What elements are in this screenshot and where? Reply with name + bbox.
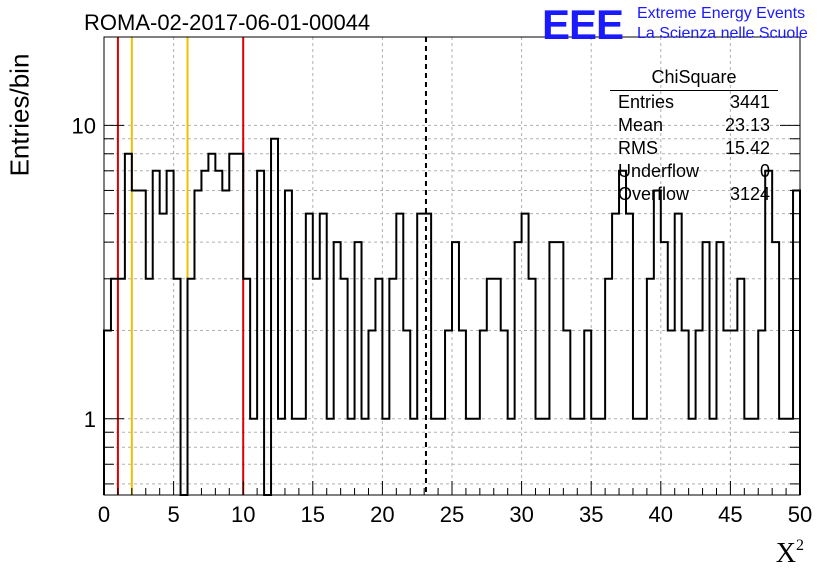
x-axis-label: X [775,538,796,569]
stat-label: Underflow [618,161,700,181]
y-axis-title: Entries/bin [4,53,35,177]
eee-logo-line1: Extreme Energy Events [637,5,806,22]
stat-value: 15.42 [724,138,770,158]
x-tick-label: 0 [98,502,110,527]
eee-logo-line2: La Scienza nelle Scuole [637,25,808,42]
x-axis-title: X2 [776,537,804,570]
stat-value: 23.13 [724,115,770,135]
stat-value: 3441 [729,92,770,112]
x-tick-label: 50 [788,502,812,527]
x-tick-label: 5 [167,502,179,527]
stat-label: Entries [618,92,675,112]
x-tick-label: 35 [579,502,603,527]
x-axis-label-superscript: 2 [796,537,804,554]
stats-row-entries: Entries 3441 [610,91,778,114]
x-tick-label: 15 [301,502,325,527]
x-tick-label: 40 [649,502,673,527]
eee-logo: EEE [542,1,624,48]
stats-row-overflow: Overflow 3124 [610,183,778,206]
stats-title: ChiSquare [610,66,778,91]
stat-label: Mean [618,115,664,135]
stats-row-underflow: Underflow 0 [610,160,778,183]
x-tick-label: 20 [370,502,394,527]
histogram-series [103,137,801,496]
stats-box: ChiSquare Entries 3441 Mean 23.13 RMS 15… [610,66,778,206]
y-tick-label: 1 [84,407,96,432]
x-tick-label: 10 [231,502,255,527]
stats-row-mean: Mean 23.13 [610,114,778,137]
x-tick-label: 30 [509,502,533,527]
stat-value: 0 [759,161,770,181]
eee-logo-caption: Extreme Energy Events La Scienza nelle S… [637,4,808,44]
stat-value: 3124 [729,184,770,204]
x-tick-label: 25 [440,502,464,527]
stat-label: RMS [618,138,658,158]
stats-row-rms: RMS 15.42 [610,137,778,160]
y-tick-label: 10 [72,113,96,138]
y-axis-title-container: Entries/bin [0,40,40,190]
x-tick-label: 45 [718,502,742,527]
stat-label: Overflow [618,184,690,204]
run-title: ROMA-02-2017-06-01-00044 [84,10,371,35]
